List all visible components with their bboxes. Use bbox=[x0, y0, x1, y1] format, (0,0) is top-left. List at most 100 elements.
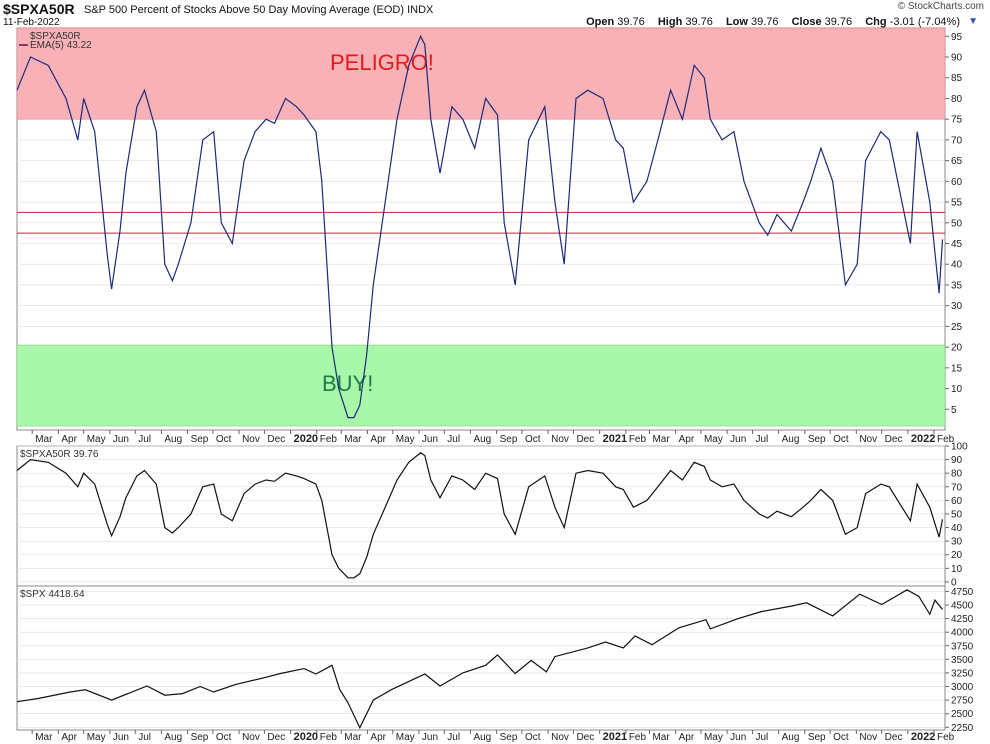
y-tick-label: 90 bbox=[951, 455, 963, 466]
y-tick-label: 40 bbox=[951, 523, 963, 534]
x-tick-label: Aug bbox=[473, 732, 491, 743]
middle-legend: $SPXA50R 39.76 bbox=[20, 449, 99, 460]
description-text: S&P 500 Percent of Stocks Above 50 Day M… bbox=[84, 4, 404, 16]
y-tick-label: 35 bbox=[951, 280, 963, 291]
x-tick-label: Feb bbox=[937, 434, 955, 445]
y-tick-label: 70 bbox=[951, 482, 963, 493]
x-tick-label: 2020 bbox=[294, 433, 318, 445]
x-tick-label: May bbox=[87, 732, 106, 743]
bottom-legend-value: 4418.64 bbox=[48, 589, 85, 600]
y-tick-label: 3000 bbox=[951, 682, 974, 693]
x-tick-label: Sep bbox=[808, 732, 826, 743]
legend-spxa50r: $SPXA50R bbox=[30, 31, 81, 42]
legend-ema-value: 43.22 bbox=[67, 40, 92, 51]
close-value: 39.76 bbox=[824, 16, 853, 28]
x-tick-label: Sep bbox=[500, 732, 518, 743]
danger-zone-label: PELIGRO! bbox=[330, 50, 434, 75]
high-value: 39.76 bbox=[685, 16, 713, 28]
x-tick-label: 2022 bbox=[911, 433, 935, 445]
x-tick-label: Jun bbox=[422, 434, 438, 445]
x-tick-label: Nov bbox=[551, 732, 569, 743]
symbol-title: $SPXA50R bbox=[3, 1, 75, 17]
x-tick-label: Apr bbox=[370, 732, 386, 743]
x-tick-label: Nov bbox=[859, 434, 877, 445]
open-label: Open bbox=[586, 16, 615, 28]
y-tick-label: 30 bbox=[951, 537, 963, 548]
x-tick-label: 2022 bbox=[911, 731, 935, 743]
x-tick-label: Oct bbox=[525, 434, 541, 445]
x-tick-label: Dec bbox=[576, 434, 594, 445]
y-tick-label: 100 bbox=[951, 442, 968, 453]
x-tick-label: Apr bbox=[370, 434, 386, 445]
chevron-down-icon[interactable]: ▼ bbox=[968, 16, 978, 27]
y-tick-label: 45 bbox=[951, 239, 963, 250]
buy-zone bbox=[16, 344, 946, 427]
exchange-label: INDX bbox=[407, 4, 434, 16]
x-tick-label: May bbox=[87, 434, 106, 445]
chart-header: $SPXA50R S&P 500 Percent of Stocks Above… bbox=[0, 0, 990, 28]
y-tick-label: 2750 bbox=[951, 696, 974, 707]
bottom-legend: $SPX 4418.64 bbox=[20, 589, 85, 600]
y-tick-label: 10 bbox=[951, 564, 963, 575]
y-tick-label: 40 bbox=[951, 260, 963, 271]
y-tick-label: 2500 bbox=[951, 709, 974, 720]
y-tick-label: 50 bbox=[951, 218, 963, 229]
y-tick-label: 30 bbox=[951, 301, 963, 312]
x-tick-label: Feb bbox=[629, 434, 647, 445]
x-tick-label: Jul bbox=[755, 732, 768, 743]
ohlc-readout: Open 39.76 High 39.76 Low 39.76 Close 39… bbox=[586, 16, 960, 28]
legend-ema: EMA(5) 43.22 bbox=[30, 40, 92, 51]
x-tick-label: Nov bbox=[551, 434, 569, 445]
y-tick-label: 60 bbox=[951, 177, 963, 188]
y-tick-label: 20 bbox=[951, 343, 963, 354]
x-tick-label: May bbox=[704, 732, 723, 743]
y-tick-label: 80 bbox=[951, 94, 963, 105]
middle-panel: 0 10 20 30 40 50 60 70 80 90 100 $SPXA50R 39.76 bbox=[16, 442, 968, 588]
x-tick-label: Apr bbox=[679, 732, 695, 743]
x-tick-label: 2021 bbox=[603, 731, 627, 743]
main-legend: $SPXA50R EMA(5) 43.22 bbox=[19, 31, 92, 51]
x-tick-label: Dec bbox=[885, 434, 903, 445]
y-tick-label: 2250 bbox=[951, 723, 974, 734]
y-tick-label: 65 bbox=[951, 156, 963, 167]
y-tick-label: 4500 bbox=[951, 601, 974, 612]
y-tick-label: 4750 bbox=[951, 587, 974, 598]
x-tick-label: Jul bbox=[755, 434, 768, 445]
high-label: High bbox=[657, 16, 683, 28]
x-tick-label: Nov bbox=[242, 434, 260, 445]
bottom-y-axis: 2250 2500 2750 3000 3250 3500 3750 4000 4250 4500… bbox=[17, 587, 974, 734]
x-tick-label: Feb bbox=[320, 732, 338, 743]
x-tick-label: Jul bbox=[447, 732, 460, 743]
y-tick-label: 4000 bbox=[951, 628, 974, 639]
y-tick-label: 95 bbox=[951, 32, 963, 43]
x-tick-label: Jun bbox=[113, 732, 129, 743]
x-tick-label: May bbox=[396, 434, 415, 445]
low-label: Low bbox=[725, 16, 748, 28]
x-tick-label: Dec bbox=[267, 434, 285, 445]
x-tick-label: Dec bbox=[885, 732, 903, 743]
y-tick-label: 3500 bbox=[951, 655, 974, 666]
x-tick-label: Oct bbox=[525, 732, 541, 743]
low-value: 39.76 bbox=[751, 16, 779, 28]
x-tick-label: Sep bbox=[808, 434, 826, 445]
y-tick-label: 3750 bbox=[951, 641, 974, 652]
x-tick-label: Aug bbox=[164, 732, 182, 743]
close-label: Close bbox=[791, 16, 822, 28]
y-tick-label: 80 bbox=[951, 469, 963, 480]
x-tick-label: May bbox=[704, 434, 723, 445]
middle-panel-frame bbox=[16, 445, 946, 587]
legend-ema-name: EMA(5) bbox=[30, 40, 64, 51]
x-tick-label: Feb bbox=[937, 732, 955, 743]
x-tick-label: Mar bbox=[344, 732, 362, 743]
x-tick-label: Jun bbox=[730, 732, 746, 743]
x-tick-label: Apr bbox=[61, 434, 77, 445]
x-tick-label: Aug bbox=[782, 732, 800, 743]
main-x-axis: Mar Apr May Jun Jul Aug Sep Oct Nov Dec 2020 Feb Mar… bbox=[31, 430, 955, 445]
bottom-panel: 2250 2500 2750 3000 3250 3500 3750 4000 4250 4500… bbox=[16, 585, 974, 734]
middle-legend-name: $SPXA50R bbox=[20, 449, 71, 460]
y-tick-label: 0 bbox=[951, 577, 957, 588]
symbol-description: S&P 500 Percent of Stocks Above 50 Day M… bbox=[84, 4, 433, 16]
chg-label: Chg bbox=[865, 16, 887, 28]
x-tick-label: Sep bbox=[191, 732, 209, 743]
x-tick-label: Jun bbox=[730, 434, 746, 445]
